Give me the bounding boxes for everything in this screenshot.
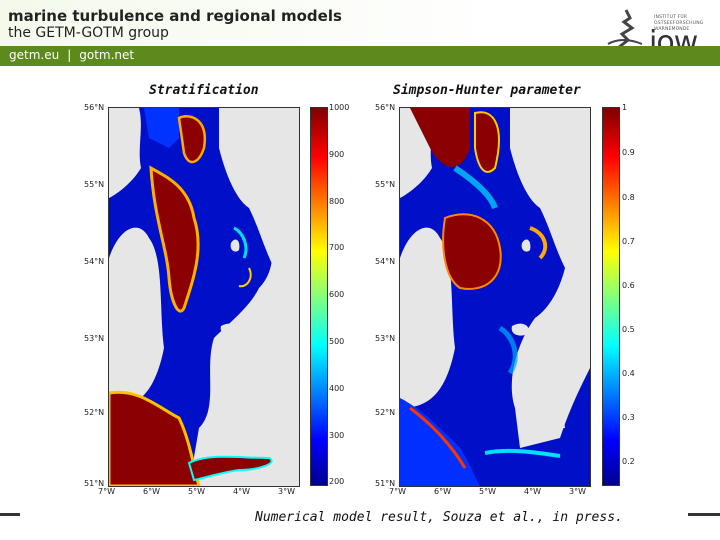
colorbar-tick: 400: [329, 384, 345, 393]
footer-box: [20, 510, 688, 537]
left-lon-label: 7°W: [98, 487, 115, 496]
colorbar-tick: 0.5: [622, 325, 635, 334]
colorbar-tick: 0.8: [622, 193, 635, 202]
colorbar-tick: 0.3: [622, 413, 635, 422]
right-lat-label: 55°N: [375, 180, 396, 189]
left-lat-label: 53°N: [84, 334, 105, 343]
footer-rule-right: [688, 513, 720, 516]
header-title: marine turbulence and regional models: [8, 7, 342, 25]
right-lon-label: 3°W: [569, 487, 586, 496]
simpson-hunter-map: [399, 107, 591, 487]
left-lat-label: 55°N: [84, 180, 105, 189]
colorbar-tick: 900: [329, 150, 345, 159]
right-lon-label: 5°W: [479, 487, 496, 496]
stratification-map-image: [109, 108, 299, 486]
colorbar-tick: 0.6: [622, 281, 635, 290]
nav-separator: |: [67, 48, 72, 62]
link-getm[interactable]: getm.eu: [9, 48, 60, 62]
simpson-hunter-map-image: [400, 108, 590, 486]
left-lon-label: 6°W: [143, 487, 160, 496]
logo-text-line2: OSTSEEFORSCHUNG: [654, 21, 704, 26]
right-lon-label: 7°W: [389, 487, 406, 496]
colorbar-tick: 1000: [329, 103, 350, 112]
right-lon-label: 6°W: [434, 487, 451, 496]
stratification-colorbar: [310, 107, 328, 486]
right-lon-label: 4°W: [524, 487, 541, 496]
left-lon-label: 4°W: [233, 487, 250, 496]
colorbar-tick: 0.7: [622, 237, 635, 246]
right-lat-label: 51°N: [375, 479, 396, 488]
nav-bar: [0, 46, 720, 66]
right-lat-label: 54°N: [375, 257, 396, 266]
left-lat-label: 52°N: [84, 408, 105, 417]
left-lat-label: 51°N: [84, 479, 105, 488]
colorbar-tick: 0.4: [622, 369, 635, 378]
left-lat-label: 56°N: [84, 103, 105, 112]
left-lon-label: 3°W: [278, 487, 295, 496]
panel-caption-simpson-hunter: Simpson-Hunter parameter: [393, 83, 581, 98]
colorbar-tick: 1: [622, 103, 628, 112]
colorbar-tick: 200: [329, 477, 345, 486]
colorbar-tick: 0.9: [622, 148, 635, 157]
left-lon-label: 5°W: [188, 487, 205, 496]
colorbar-tick: 800: [329, 197, 345, 206]
link-gotm[interactable]: gotm.net: [79, 48, 135, 62]
colorbar-tick: 600: [329, 290, 345, 299]
stratification-map: [108, 107, 300, 487]
left-lat-label: 54°N: [84, 257, 105, 266]
colorbar-tick: 700: [329, 243, 345, 252]
simpson-hunter-colorbar: [602, 107, 620, 486]
header: [0, 0, 720, 46]
footer-caption: Numerical model result, Souza et al., in…: [255, 510, 623, 525]
right-lat-label: 52°N: [375, 408, 396, 417]
right-lat-label: 53°N: [375, 334, 396, 343]
colorbar-tick: 300: [329, 431, 345, 440]
colorbar-tick: 500: [329, 337, 345, 346]
logo-text-line1: INSTITUT FÜR: [654, 15, 688, 20]
colorbar-tick: 0.2: [622, 457, 635, 466]
header-subtitle: the GETM-GOTM group: [8, 25, 169, 41]
panel-caption-stratification: Stratification: [149, 83, 259, 98]
logo-text-line3: WARNEMÜNDE: [654, 27, 690, 32]
footer-rule-left: [0, 513, 22, 516]
nav-links: getm.eu | gotm.net: [9, 48, 134, 62]
right-lat-label: 56°N: [375, 103, 396, 112]
